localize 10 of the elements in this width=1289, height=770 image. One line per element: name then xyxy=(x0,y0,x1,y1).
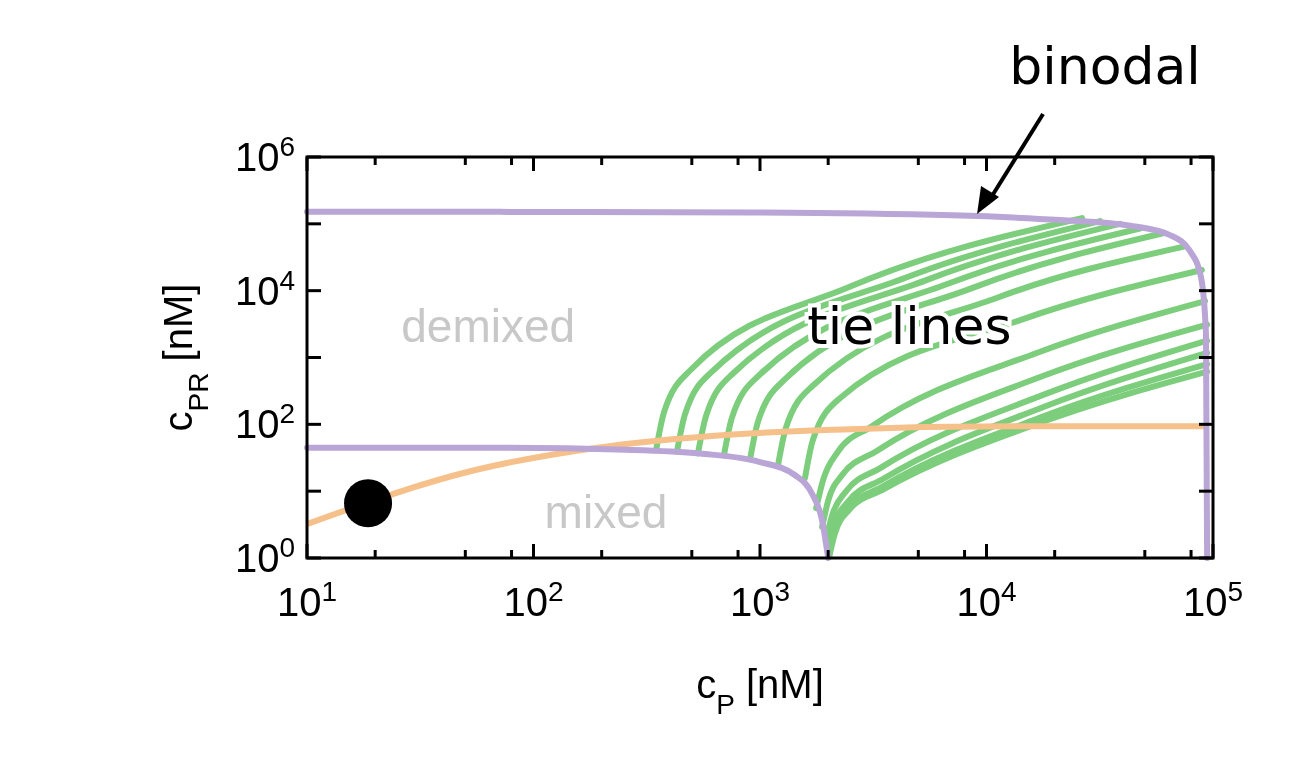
x-tick-label: 10$^{2}$ xyxy=(503,575,564,624)
y-tick-label: 10$^{6}$ xyxy=(234,130,295,179)
annotation: binodal xyxy=(1009,36,1201,97)
y-tick-label: 10$^{4}$ xyxy=(234,264,295,313)
y-tick-label: 10$^{2}$ xyxy=(234,397,295,447)
annotation: tie lines xyxy=(807,295,1012,356)
x-tick-label: 10$^{5}$ xyxy=(1182,575,1244,624)
x-tick-label: 10$^{4}$ xyxy=(956,575,1017,624)
x-tick-label: 10$^{3}$ xyxy=(729,575,791,624)
x-axis-title: c$_{P}$ [nM] xyxy=(696,662,824,720)
